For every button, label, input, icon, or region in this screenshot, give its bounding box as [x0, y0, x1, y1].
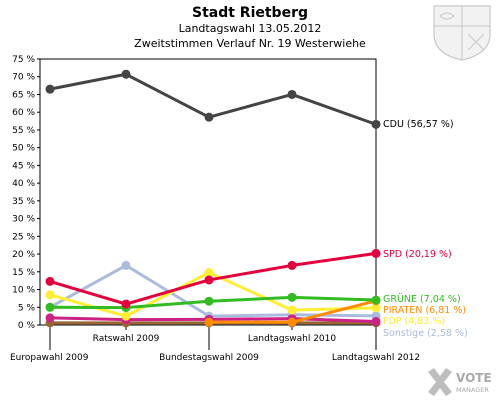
y-tick-label: 30 % — [12, 215, 35, 225]
x-tick-label: Ratswahl 2009 — [93, 334, 160, 344]
data-point — [204, 268, 214, 278]
data-point — [287, 89, 297, 99]
data-point — [45, 313, 55, 323]
y-tick-label: 65 % — [12, 90, 35, 100]
y-tick-label: 60 % — [12, 108, 35, 118]
data-point — [45, 290, 55, 300]
y-tick-label: 20 % — [12, 250, 35, 260]
y-tick-label: 5 % — [18, 303, 36, 313]
data-point — [287, 305, 297, 315]
data-point — [287, 260, 297, 270]
data-point — [45, 276, 55, 286]
logo-manager: MANAGER — [456, 386, 489, 394]
data-point — [371, 303, 381, 313]
series-end-label: CDU (56,57 %) — [383, 119, 454, 130]
chart-subtitle-2: Zweitstimmen Verlauf Nr. 19 Westerwiehe — [134, 37, 366, 50]
data-point — [121, 69, 131, 79]
x-tick-label: Europawahl 2009 — [10, 353, 89, 363]
y-tick-label: 75 % — [12, 55, 35, 65]
x-tick-label: Landtagswahl 2010 — [248, 334, 337, 344]
y-tick-label: 35 % — [12, 197, 35, 207]
data-point — [287, 292, 297, 302]
series-spd — [45, 248, 381, 309]
series-labels: CDU (56,57 %) SPD (20,19 %) GRÜNE (7,04 %)… — [383, 119, 468, 339]
x-axis: Europawahl 2009 Ratswahl 2009 Bundestagswa… — [10, 325, 420, 363]
y-tick-label: 10 % — [12, 286, 35, 296]
logo-vote: VOTE — [456, 371, 492, 385]
series-end-label: SPD (20,19 %) — [383, 249, 452, 260]
data-point — [121, 260, 131, 270]
y-tick-label: 40 % — [12, 179, 35, 189]
data-point — [204, 317, 214, 327]
coat-of-arms-icon — [433, 5, 491, 61]
data-point — [371, 316, 381, 326]
y-tick-label: 55 % — [12, 126, 35, 136]
y-tick-label: 50 % — [12, 144, 35, 154]
series-fdp — [45, 268, 381, 321]
series-end-label: Sonstige (2,58 %) — [383, 328, 468, 339]
chart-title: Stadt Rietberg — [192, 5, 308, 21]
x-tick-label: Landtagswahl 2012 — [332, 353, 420, 363]
data-point — [45, 84, 55, 94]
data-point — [121, 311, 131, 321]
data-point — [121, 299, 131, 309]
data-point — [204, 275, 214, 285]
data-point — [204, 296, 214, 306]
data-point — [287, 317, 297, 327]
data-point — [204, 112, 214, 122]
chart-subtitle: Landtagswahl 13.05.2012 — [179, 22, 322, 35]
y-tick-label: 15 % — [12, 268, 35, 278]
series-end-label: GRÜNE (7,04 %) — [383, 294, 461, 305]
series-end-label: PIRATEN (6,81 %) — [383, 305, 466, 316]
series-layer — [45, 69, 381, 328]
y-tick-label: 45 % — [12, 161, 35, 171]
data-point — [371, 295, 381, 305]
y-tick-label: 70 % — [12, 73, 35, 83]
data-point — [45, 302, 55, 312]
checkmark-x-icon — [428, 368, 452, 396]
y-tick-label: 25 % — [12, 232, 35, 242]
x-tick-label: Bundestagswahl 2009 — [159, 353, 259, 363]
series-end-label: FDP (4,83 %) — [383, 316, 445, 327]
series-cdu — [45, 69, 381, 129]
votemanager-logo: VOTE MANAGER — [428, 368, 492, 396]
data-point — [371, 248, 381, 258]
y-tick-label: 0 % — [18, 321, 36, 331]
y-axis: 0 % 5 % 10 % 15 % 20 % 25 % 30 % 35 % 40 % 45 % 50… — [12, 55, 40, 331]
data-point — [371, 119, 381, 129]
